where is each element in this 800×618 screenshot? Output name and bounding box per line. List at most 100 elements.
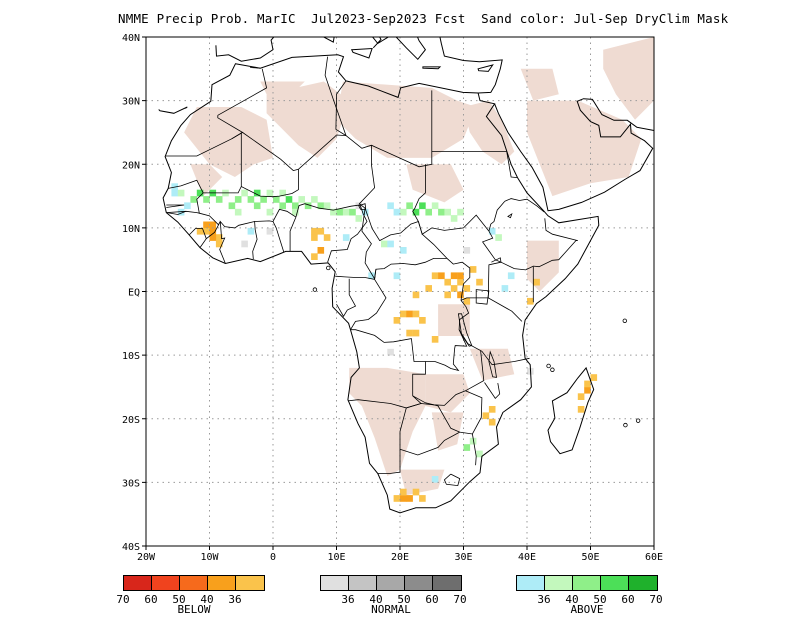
- arabia-coastline: [494, 98, 654, 212]
- legend-normal-tick: 70: [453, 593, 467, 606]
- country-border: [219, 220, 255, 264]
- lon-tick-label: 40E: [518, 552, 536, 563]
- forecast-cell: [476, 450, 483, 458]
- country-border: [350, 329, 468, 372]
- forecast-cell: [457, 208, 464, 216]
- forecast-cell: [317, 227, 325, 235]
- forecast-cell: [527, 297, 534, 305]
- legend-below-swatch: [208, 576, 236, 590]
- forecast-cell: [450, 215, 458, 222]
- greece-coastline: [395, 37, 427, 61]
- dry-mask-shading: [171, 37, 654, 496]
- country-border: [433, 390, 483, 435]
- legend-below-label: BELOW: [177, 603, 211, 616]
- madagascar-coastline: [547, 366, 595, 455]
- forecast-cell: [285, 196, 293, 203]
- forecast-cell: [450, 285, 458, 292]
- island-outline: [623, 422, 628, 428]
- country-border: [231, 56, 347, 172]
- forecast-cell: [253, 202, 261, 210]
- forecast-cell: [463, 285, 471, 292]
- forecast-cell: [400, 208, 407, 216]
- lat-tick-label: 30S: [122, 478, 140, 489]
- country-border: [364, 208, 448, 259]
- country-border: [487, 261, 502, 298]
- legend-above-swatch: [629, 576, 657, 590]
- forecast-cell: [584, 386, 591, 394]
- forecast-cell: [279, 189, 286, 197]
- country-border: [504, 198, 545, 213]
- forecast-cell: [355, 215, 363, 222]
- forecast-cell: [311, 253, 318, 260]
- forecast-cell: [419, 202, 426, 210]
- forecast-cell: [482, 412, 490, 420]
- country-border: [166, 169, 299, 214]
- forecast-cell: [507, 272, 515, 280]
- lon-tick-label: 0: [270, 552, 276, 563]
- forecast-cell: [425, 285, 432, 292]
- forecast-cell: [431, 476, 439, 483]
- lon-tick-label: 10E: [327, 552, 345, 563]
- legend-normal-swatch: [377, 576, 405, 590]
- country-border: [484, 382, 501, 400]
- forecast-cell: [476, 278, 483, 286]
- lake-outline: [475, 289, 490, 305]
- cyprus-coastline: [477, 64, 494, 72]
- crete-coastline: [422, 66, 442, 70]
- country-border: [166, 210, 187, 215]
- forecast-cell: [317, 202, 325, 210]
- legend-normal-swatch: [349, 576, 377, 590]
- forecast-cell: [444, 278, 451, 286]
- forecast-cell: [412, 310, 420, 318]
- forecast-cell: [393, 208, 401, 216]
- forecast-cell: [412, 291, 420, 299]
- forecast-cell: [387, 348, 394, 356]
- legend-above-tick: 50: [593, 593, 607, 606]
- legend-normal: 36 40 50 60 70 NORMAL: [320, 575, 467, 616]
- country-border: [399, 431, 460, 456]
- sicily-coastline: [350, 47, 373, 59]
- dry-mask-region: [171, 107, 273, 177]
- island-outline: [312, 287, 318, 292]
- lat-tick-label: 40S: [122, 542, 140, 553]
- forecast-cell: [266, 189, 274, 197]
- forecast-cell: [412, 488, 420, 496]
- italy-coastline: [352, 37, 390, 49]
- legend-above-label: ABOVE: [570, 603, 604, 616]
- country-border: [347, 395, 422, 409]
- legend-above-tick: 60: [621, 593, 635, 606]
- forecast-cell: [323, 234, 331, 241]
- country-border: [481, 230, 502, 263]
- legend-above-swatch: [601, 576, 629, 590]
- forecast-cell: [425, 208, 432, 216]
- forecast-cell: [463, 297, 471, 305]
- lat-tick-label: 20S: [122, 415, 140, 426]
- forecast-cell: [215, 234, 223, 241]
- forecast-cell: [311, 227, 318, 235]
- forecast-cell: [406, 495, 413, 502]
- legend-normal-tick: 36: [341, 593, 355, 606]
- island-outline: [635, 418, 641, 423]
- forecast-cell: [400, 247, 407, 254]
- forecast-cell: [368, 272, 375, 280]
- legend-normal-label: NORMAL: [371, 603, 411, 616]
- legend-below: 70 60 50 40 36 BELOW: [116, 575, 265, 616]
- forecast-cell: [253, 189, 261, 197]
- forecast-cell: [577, 393, 585, 400]
- country-border: [472, 433, 477, 466]
- forecast-cell: [393, 317, 401, 324]
- forecast-cell: [400, 495, 407, 502]
- sardinia-coastline: [323, 37, 335, 43]
- forecast-cell: [209, 227, 217, 235]
- country-border: [168, 179, 204, 194]
- forecast-cell: [431, 272, 439, 280]
- dry-mask-region: [527, 100, 642, 197]
- forecast-cell: [590, 374, 598, 381]
- forecast-cell: [419, 495, 426, 502]
- forecast-cell: [279, 202, 286, 210]
- country-border: [335, 80, 433, 168]
- lake-outline: [457, 313, 473, 347]
- forecast-cell: [387, 202, 394, 210]
